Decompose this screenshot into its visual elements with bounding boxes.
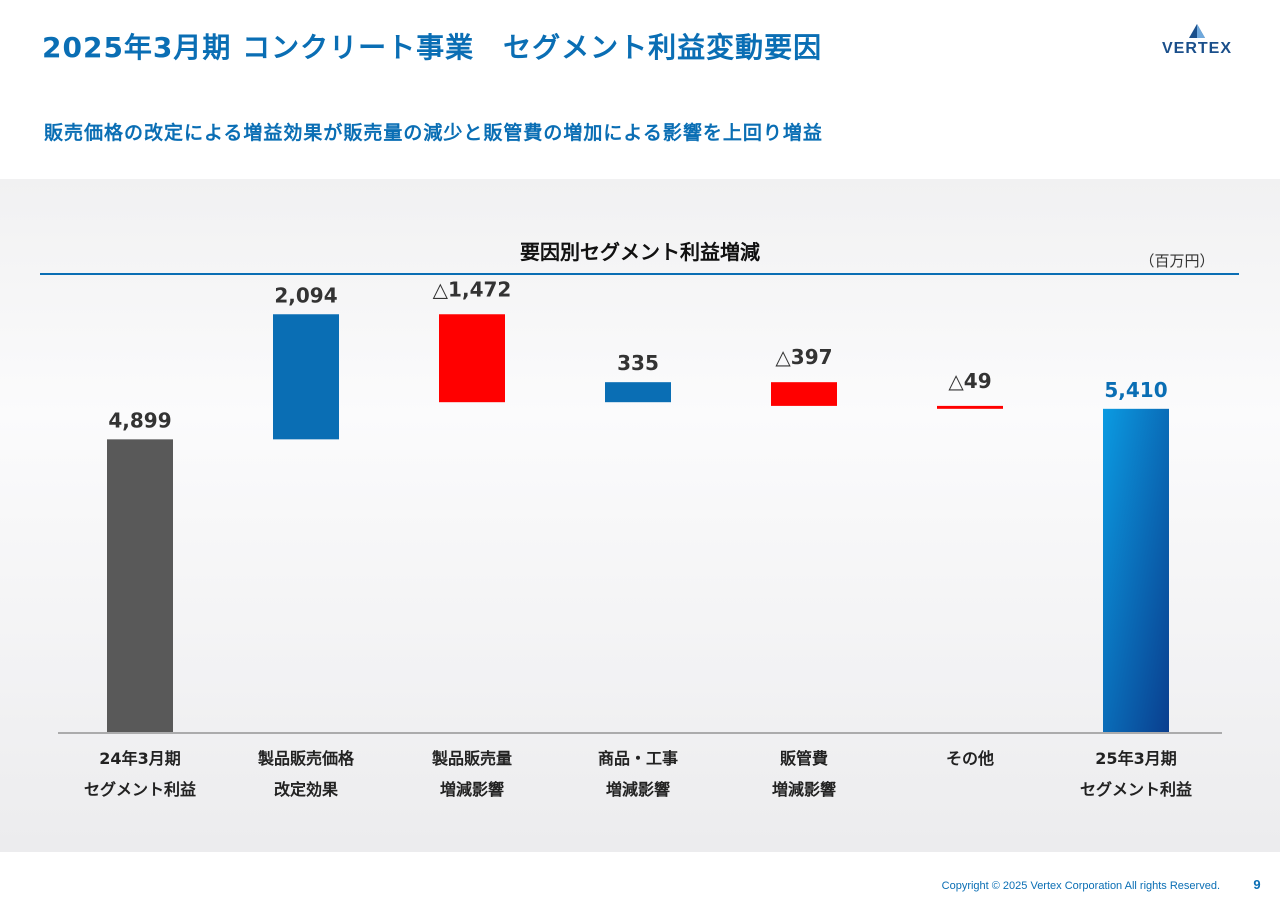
category-label-3-1: 増減影響 [606, 780, 670, 799]
logo-text: VERTEX [1161, 40, 1232, 57]
category-label-1-1: 改定効果 [274, 780, 338, 799]
value-label-6: 5,410 [1104, 378, 1167, 402]
bar-4 [771, 382, 837, 406]
bar-0 [107, 439, 173, 732]
page-subtitle: 販売価格の改定による増益効果が販売量の減少と販管費の増加による影響を上回り増益 [44, 122, 823, 144]
category-label-6-0: 25年3月期 [1095, 749, 1176, 768]
category-label-6-1: セグメント利益 [1080, 780, 1192, 799]
page-number: 9 [1253, 877, 1261, 892]
category-label-0-1: セグメント利益 [84, 780, 196, 799]
bar-5 [937, 405, 1003, 409]
value-label-1: 2,094 [274, 283, 337, 307]
value-label-0: 4,899 [108, 408, 171, 432]
category-label-2-0: 製品販売量 [431, 749, 512, 768]
category-label-2-1: 増減影響 [440, 780, 504, 799]
bar-6 [1103, 408, 1169, 732]
chart-title: 要因別セグメント利益増減 [520, 240, 760, 264]
page-title: 2025年3月期 コンクリート事業 セグメント利益変動要因 [42, 31, 823, 64]
category-label-0-0: 24年3月期 [99, 749, 180, 768]
bar-1 [273, 314, 339, 440]
chart-panel [0, 179, 1280, 852]
category-label-3-0: 商品・工事 [598, 749, 678, 768]
vertex-logo: VERTEX [1146, 24, 1248, 58]
chart-unit-label: （百万円） [1139, 252, 1215, 270]
category-label-1-0: 製品販売価格 [257, 749, 355, 768]
category-label-5-0: その他 [946, 749, 994, 768]
chart-title-rule [40, 273, 1239, 275]
value-label-5: △49 [948, 369, 991, 393]
value-label-2: △1,472 [433, 277, 512, 301]
category-label-4-1: 増減影響 [772, 780, 836, 799]
value-label-4: △397 [775, 345, 832, 369]
logo-mark-icon [1189, 24, 1205, 38]
bar-3 [605, 382, 671, 403]
copyright-text: Copyright © 2025 Vertex Corporation All … [941, 880, 1220, 892]
category-label-4-0: 販管費 [780, 749, 828, 768]
value-label-3: 335 [617, 351, 659, 375]
bar-2 [439, 314, 505, 403]
